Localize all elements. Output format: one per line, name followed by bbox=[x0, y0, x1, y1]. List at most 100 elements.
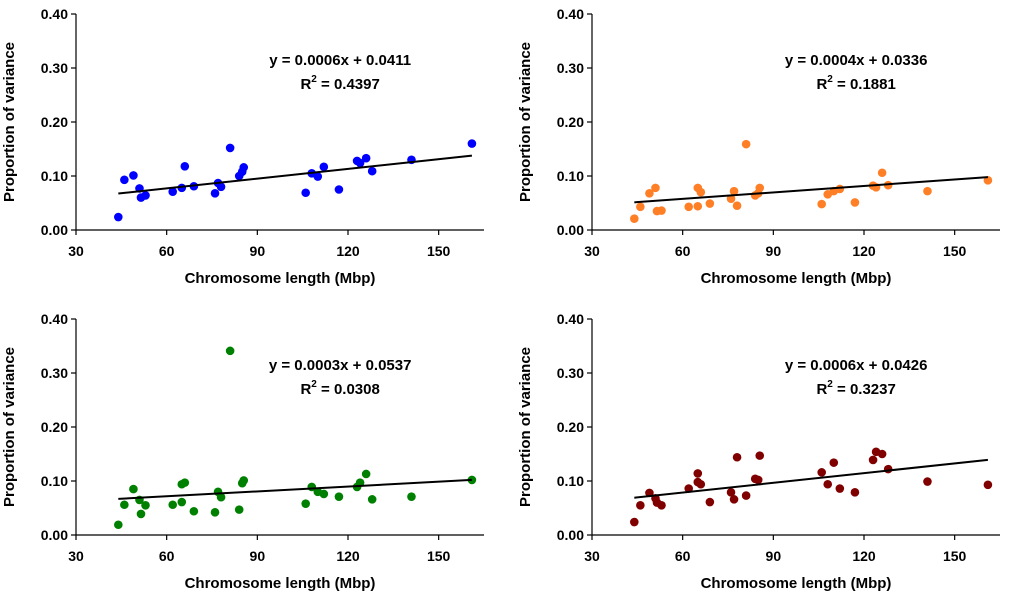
data-point bbox=[630, 214, 639, 223]
data-point bbox=[141, 191, 150, 200]
data-point bbox=[180, 161, 190, 171]
y-tick-label: 0.40 bbox=[41, 311, 68, 327]
data-point bbox=[729, 495, 739, 504]
y-tick-label: 0.10 bbox=[41, 473, 68, 489]
data-point bbox=[753, 475, 763, 485]
data-point bbox=[367, 166, 377, 176]
r-superscript: 2 bbox=[827, 379, 833, 390]
data-point bbox=[755, 183, 765, 193]
data-point bbox=[726, 488, 736, 497]
panel-top-left: 0.00 0.10 0.20 0.30 0.40 30 60 90 120 150 Chromoso… bbox=[1, 6, 484, 287]
data-point bbox=[817, 468, 826, 477]
data-point bbox=[877, 449, 887, 459]
data-point bbox=[693, 201, 703, 211]
y-axis-title: Proportion of variance bbox=[1, 42, 18, 202]
data-point bbox=[636, 202, 645, 212]
data-point bbox=[129, 171, 138, 180]
x-tick-label: 60 bbox=[159, 548, 175, 564]
x-axis-title: Chromosome length (Mbp) bbox=[185, 575, 376, 592]
data-point bbox=[835, 484, 845, 493]
r-squared-label: R2 = 0.3237 bbox=[816, 379, 895, 398]
data-point bbox=[732, 201, 742, 210]
x-axis-title: Chromosome length (Mbp) bbox=[701, 270, 892, 287]
data-point bbox=[301, 499, 310, 508]
data-point bbox=[129, 484, 138, 494]
y-tick-label: 0.30 bbox=[557, 365, 584, 381]
r-squared-value: = 0.1881 bbox=[833, 76, 896, 93]
r-superscript: 2 bbox=[311, 379, 317, 390]
y-tick-label: 0.40 bbox=[41, 6, 68, 22]
data-point bbox=[319, 162, 329, 172]
y-tick-label: 0.20 bbox=[41, 114, 68, 130]
r-squared-value: = 0.3237 bbox=[833, 381, 896, 398]
data-point bbox=[636, 501, 645, 510]
data-point bbox=[657, 206, 666, 215]
data-point bbox=[732, 452, 742, 462]
data-point bbox=[630, 517, 639, 527]
data-point bbox=[210, 508, 220, 517]
trend-line bbox=[118, 154, 473, 195]
data-point bbox=[114, 520, 123, 530]
y-tick-label: 0.10 bbox=[41, 168, 68, 184]
data-point bbox=[696, 187, 706, 197]
x-tick-label: 90 bbox=[250, 243, 266, 259]
x-tick-label: 150 bbox=[943, 243, 967, 259]
r-symbol: R bbox=[300, 76, 311, 93]
x-tick-label: 60 bbox=[159, 243, 175, 259]
y-tick-label: 0.40 bbox=[557, 6, 584, 22]
data-point bbox=[850, 488, 860, 497]
trend-equation: y = 0.0006x + 0.0411 bbox=[269, 52, 411, 69]
data-point bbox=[467, 475, 477, 485]
data-point bbox=[877, 168, 887, 178]
x-tick-label: 30 bbox=[584, 243, 600, 259]
x-tick-label: 120 bbox=[336, 548, 360, 564]
panel-bottom-left: 0.00 0.10 0.20 0.30 0.40 30 60 90 120 150 Chromoso… bbox=[1, 311, 484, 592]
data-point bbox=[136, 509, 146, 519]
y-tick-label: 0.30 bbox=[41, 60, 68, 76]
data-point bbox=[180, 478, 190, 487]
y-tick-label: 0.00 bbox=[41, 222, 68, 238]
data-point bbox=[239, 476, 249, 485]
data-point bbox=[225, 143, 235, 153]
r-symbol: R bbox=[816, 76, 827, 93]
y-tick-label: 0.00 bbox=[557, 527, 584, 543]
data-point bbox=[693, 469, 703, 478]
data-point bbox=[835, 184, 845, 194]
data-point bbox=[225, 346, 235, 356]
trend-line bbox=[634, 176, 988, 204]
data-point bbox=[741, 139, 751, 149]
data-point bbox=[114, 212, 123, 222]
data-point bbox=[367, 495, 377, 504]
data-point bbox=[729, 186, 739, 196]
data-point bbox=[177, 497, 187, 507]
data-point bbox=[301, 188, 310, 198]
x-tick-label: 120 bbox=[852, 548, 876, 564]
trend-equation: y = 0.0006x + 0.0426 bbox=[785, 357, 928, 374]
y-tick-label: 0.30 bbox=[41, 365, 68, 381]
data-point bbox=[168, 187, 178, 196]
data-point bbox=[216, 182, 226, 192]
data-point bbox=[651, 183, 660, 193]
r-squared-label: R2 = 0.4397 bbox=[300, 74, 379, 93]
y-tick-label: 0.20 bbox=[557, 114, 584, 130]
x-tick-label: 60 bbox=[675, 243, 691, 259]
data-point bbox=[234, 505, 244, 514]
y-tick-label: 0.30 bbox=[557, 60, 584, 76]
y-axis-title: Proportion of variance bbox=[517, 347, 534, 507]
r-squared-label: R2 = 0.0308 bbox=[300, 379, 379, 398]
data-point bbox=[657, 501, 666, 510]
data-point bbox=[645, 188, 654, 198]
data-point bbox=[313, 172, 323, 181]
trend-equation: y = 0.0003x + 0.0537 bbox=[269, 357, 412, 374]
data-point bbox=[168, 500, 178, 510]
data-point bbox=[829, 458, 839, 467]
data-point bbox=[684, 202, 694, 212]
trend-equation: y = 0.0004x + 0.0336 bbox=[785, 52, 928, 69]
data-point bbox=[741, 491, 751, 500]
data-point bbox=[141, 501, 150, 510]
data-point bbox=[696, 479, 706, 489]
data-point bbox=[210, 188, 220, 198]
x-axis-title: Chromosome length (Mbp) bbox=[185, 270, 376, 287]
y-axis-title: Proportion of variance bbox=[517, 42, 534, 202]
